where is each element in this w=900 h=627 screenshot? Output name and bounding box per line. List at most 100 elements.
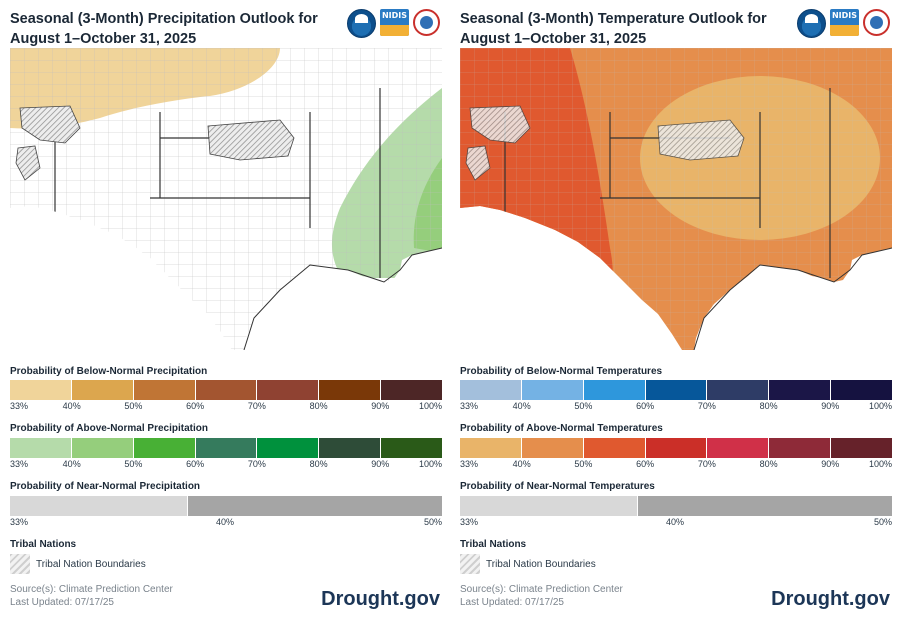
above-normal-scale xyxy=(10,438,443,458)
tick: 40% xyxy=(512,401,531,411)
source-line: Source(s): Climate Prediction Center xyxy=(460,584,623,595)
swatch-near-33 xyxy=(10,496,188,516)
below-normal-scale xyxy=(10,380,443,400)
near-normal-ticks: 33% 40% 50% xyxy=(460,517,892,529)
drought-gov-link[interactable]: Drought.gov xyxy=(771,588,890,610)
drought-gov-link[interactable]: Drought.gov xyxy=(321,588,440,610)
temperature-panel: Seasonal (3-Month) Temperature Outlook f… xyxy=(450,0,893,627)
tick: 40% xyxy=(512,459,531,469)
updated-line: Last Updated: 07/17/25 xyxy=(460,597,564,608)
swatch-below-80 xyxy=(318,380,381,400)
updated-line: Last Updated: 07/17/25 xyxy=(10,597,114,608)
tribal-boundary-az xyxy=(15,145,41,181)
swatch-below-60 xyxy=(644,380,707,400)
tick: 60% xyxy=(186,459,205,469)
tick: 60% xyxy=(636,459,655,469)
swatch-below-50 xyxy=(582,380,645,400)
tick: 100% xyxy=(418,459,442,469)
precipitation-panel: Seasonal (3-Month) Precipitation Outlook… xyxy=(0,0,443,627)
tick: 90% xyxy=(371,459,390,469)
source-text: Source(s): Climate Prediction Center Las… xyxy=(460,583,623,609)
swatch-above-70 xyxy=(256,438,319,458)
near-normal-legend-title: Probability of Near-Normal Precipitation xyxy=(10,481,201,492)
swatch-below-80 xyxy=(768,380,831,400)
swatch-above-33 xyxy=(460,438,521,458)
source-line: Source(s): Climate Prediction Center xyxy=(10,584,173,595)
logo-group: NIDIS xyxy=(347,9,440,38)
near-normal-legend-title: Probability of Near-Normal Temperatures xyxy=(460,481,655,492)
tribal-label: Tribal Nation Boundaries xyxy=(486,559,596,570)
tribal-boundary-nm xyxy=(19,105,81,144)
tick: 50% xyxy=(124,459,143,469)
swatch-above-90 xyxy=(830,438,893,458)
above-normal-legend-title: Probability of Above-Normal Precipitatio… xyxy=(10,423,208,434)
tick: 33% xyxy=(460,517,479,527)
tick: 40% xyxy=(62,401,81,411)
tick: 100% xyxy=(868,459,892,469)
swatch-above-70 xyxy=(706,438,769,458)
nws-logo xyxy=(863,9,890,36)
tick: 33% xyxy=(460,401,479,411)
tick: 33% xyxy=(460,459,479,469)
tick: 90% xyxy=(821,459,840,469)
tick: 50% xyxy=(124,401,143,411)
precipitation-map[interactable] xyxy=(10,48,442,350)
swatch-below-33 xyxy=(460,380,521,400)
tick: 40% xyxy=(215,517,235,527)
tribal-hatch-swatch xyxy=(460,554,480,574)
tick: 80% xyxy=(309,401,328,411)
tick: 50% xyxy=(423,517,442,527)
tick: 70% xyxy=(247,401,266,411)
tick: 100% xyxy=(418,401,442,411)
tick: 33% xyxy=(10,517,29,527)
below-normal-ticks: 33% 40% 50% 60% 70% 80% 90% 100% xyxy=(10,401,442,413)
tick: 33% xyxy=(10,459,29,469)
tribal-boundary-nm xyxy=(469,105,531,144)
swatch-near-40 xyxy=(637,496,892,516)
tick: 40% xyxy=(665,517,685,527)
nidis-logo-text: NIDIS xyxy=(381,11,408,20)
tribal-heading: Tribal Nations xyxy=(460,539,527,550)
logo-group: NIDIS xyxy=(797,9,890,38)
near-normal-ticks: 33% 40% 50% xyxy=(10,517,442,529)
tick: 50% xyxy=(574,459,593,469)
tick: 40% xyxy=(62,459,81,469)
tick: 50% xyxy=(574,401,593,411)
swatch-below-40 xyxy=(520,380,583,400)
gulf-coastline xyxy=(693,247,892,350)
tick: 60% xyxy=(636,401,655,411)
swatch-above-50 xyxy=(132,438,195,458)
tick: 90% xyxy=(821,401,840,411)
swatch-above-60 xyxy=(644,438,707,458)
tick: 70% xyxy=(697,401,716,411)
swatch-above-80 xyxy=(318,438,381,458)
swatch-above-90 xyxy=(380,438,443,458)
nidis-logo: NIDIS xyxy=(380,9,409,36)
near-normal-scale xyxy=(10,496,442,516)
swatch-above-50 xyxy=(582,438,645,458)
tick: 100% xyxy=(868,401,892,411)
below-normal-legend-title: Probability of Below-Normal Temperatures xyxy=(460,366,663,377)
tick: 33% xyxy=(10,401,29,411)
below-normal-scale xyxy=(460,380,893,400)
noaa-logo xyxy=(347,9,376,38)
tick: 80% xyxy=(759,401,778,411)
below-normal-ticks: 33% 40% 50% 60% 70% 80% 90% 100% xyxy=(460,401,892,413)
swatch-near-33 xyxy=(460,496,638,516)
tribal-hatch-swatch xyxy=(10,554,30,574)
source-text: Source(s): Climate Prediction Center Las… xyxy=(10,583,173,609)
above-normal-legend-title: Probability of Above-Normal Temperatures xyxy=(460,423,663,434)
swatch-below-50 xyxy=(132,380,195,400)
above-normal-scale xyxy=(460,438,893,458)
tick: 90% xyxy=(371,401,390,411)
temperature-map[interactable] xyxy=(460,48,892,350)
tribal-boundary-ok xyxy=(207,119,295,161)
tick: 60% xyxy=(186,401,205,411)
gulf-coastline xyxy=(243,247,442,350)
tick: 50% xyxy=(873,517,892,527)
swatch-above-40 xyxy=(520,438,583,458)
swatch-below-70 xyxy=(706,380,769,400)
below-normal-legend-title: Probability of Below-Normal Precipitatio… xyxy=(10,366,208,377)
swatch-below-90 xyxy=(830,380,893,400)
tribal-boundary-ok xyxy=(657,119,745,161)
